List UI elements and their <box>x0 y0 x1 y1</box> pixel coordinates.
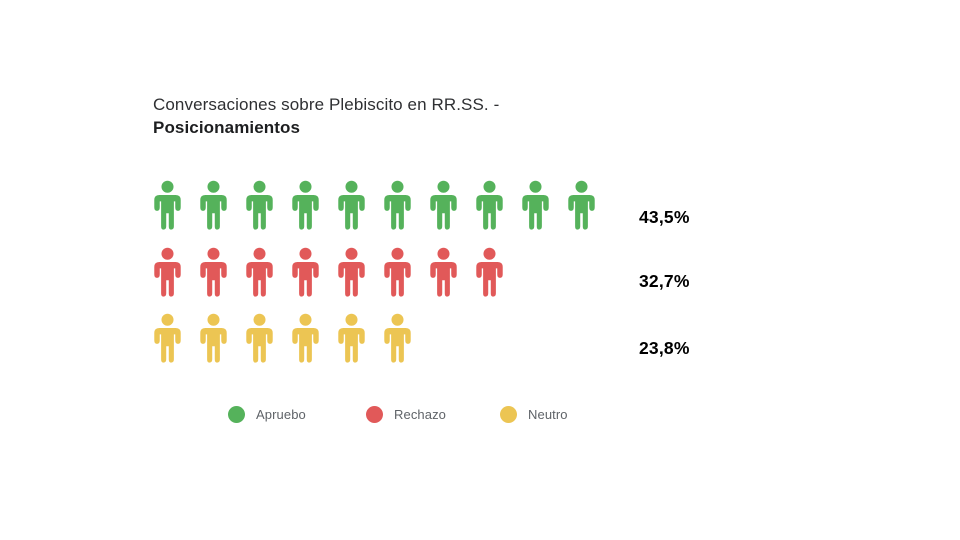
percent-label-rechazo: 32,7% <box>639 271 690 291</box>
chart-legend: Apruebo Rechazo Neutro <box>0 405 960 427</box>
legend-dot-apruebo <box>228 406 245 423</box>
legend-item-neutro: Neutro <box>500 405 568 424</box>
person-icon <box>522 180 549 230</box>
person-icon <box>476 180 503 230</box>
pictogram-row-apruebo <box>152 180 597 230</box>
chart-title-line2: Posicionamientos <box>153 117 301 137</box>
pictogram-row-neutro <box>152 313 413 363</box>
person-icon <box>292 313 319 363</box>
legend-label-apruebo: Apruebo <box>256 407 306 422</box>
person-icon <box>568 180 595 230</box>
person-icon <box>200 180 227 230</box>
person-icon <box>200 247 227 297</box>
person-icon <box>430 180 457 230</box>
person-icon <box>154 313 181 363</box>
chart-title: Conversaciones sobre Plebiscito en RR.SS… <box>153 94 583 139</box>
person-icon <box>246 180 273 230</box>
person-icon <box>246 247 273 297</box>
person-icon <box>338 313 365 363</box>
person-icon <box>246 313 273 363</box>
pictogram-row-rechazo <box>152 247 505 297</box>
legend-item-apruebo: Apruebo <box>228 405 306 424</box>
percent-label-apruebo: 43,5% <box>639 207 690 227</box>
person-icon <box>338 180 365 230</box>
person-icon <box>384 180 411 230</box>
person-icon <box>154 247 181 297</box>
legend-dot-rechazo <box>366 406 383 423</box>
legend-item-rechazo: Rechazo <box>366 405 446 424</box>
person-icon <box>384 247 411 297</box>
percent-label-neutro: 23,8% <box>639 338 690 358</box>
legend-label-rechazo: Rechazo <box>394 407 447 422</box>
person-icon <box>200 313 227 363</box>
person-icon <box>430 247 457 297</box>
person-icon <box>338 247 365 297</box>
person-icon <box>384 313 411 363</box>
person-icon <box>476 247 503 297</box>
person-icon <box>154 180 181 230</box>
legend-dot-neutro <box>500 406 517 423</box>
person-icon <box>292 247 319 297</box>
person-icon <box>292 180 319 230</box>
legend-label-neutro: Neutro <box>528 407 568 422</box>
chart-title-line1: Conversaciones sobre Plebiscito en RR.SS… <box>153 95 500 114</box>
